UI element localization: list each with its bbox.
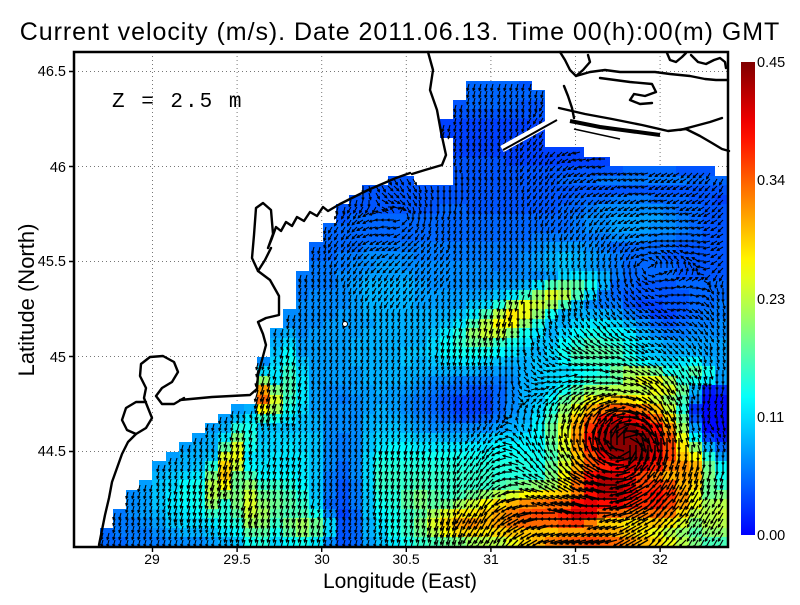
svg-text:30: 30 bbox=[314, 551, 330, 567]
svg-text:46: 46 bbox=[50, 160, 66, 176]
svg-text:Z = 2.5 m: Z = 2.5 m bbox=[112, 91, 243, 114]
svg-text:31.5: 31.5 bbox=[562, 551, 589, 567]
svg-text:0.00: 0.00 bbox=[757, 528, 785, 544]
svg-text:29: 29 bbox=[144, 551, 160, 567]
svg-text:0.34: 0.34 bbox=[757, 173, 785, 189]
svg-text:0.23: 0.23 bbox=[757, 292, 785, 308]
svg-text:0.11: 0.11 bbox=[757, 410, 784, 426]
svg-text:44.5: 44.5 bbox=[38, 444, 66, 460]
svg-text:31: 31 bbox=[483, 551, 499, 567]
svg-text:32: 32 bbox=[652, 551, 668, 567]
svg-text:45: 45 bbox=[50, 350, 66, 366]
svg-text:29.5: 29.5 bbox=[223, 551, 250, 567]
svg-text:46.5: 46.5 bbox=[38, 64, 66, 80]
svg-text:Latitude (North): Latitude (North) bbox=[14, 224, 39, 377]
svg-text:30.5: 30.5 bbox=[392, 551, 419, 567]
svg-text:Current velocity (m/s). Date 2: Current velocity (m/s). Date 2011.06.13.… bbox=[20, 18, 781, 46]
svg-text:45.5: 45.5 bbox=[38, 254, 66, 270]
svg-text:Longitude (East): Longitude (East) bbox=[323, 570, 477, 593]
svg-text:0.45: 0.45 bbox=[757, 55, 785, 71]
